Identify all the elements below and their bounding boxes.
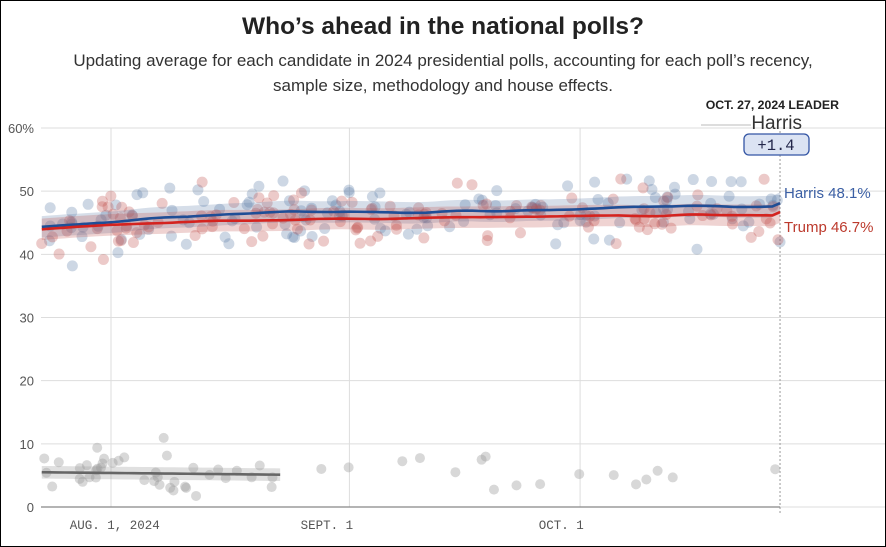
svg-text:Trump 46.7%: Trump 46.7% xyxy=(784,219,873,236)
svg-text:Harris 48.1%: Harris 48.1% xyxy=(784,185,871,202)
svg-text:SEPT. 1: SEPT. 1 xyxy=(301,519,354,533)
svg-text:0: 0 xyxy=(27,500,34,515)
svg-text:Harris: Harris xyxy=(751,113,802,134)
svg-text:50: 50 xyxy=(20,184,34,199)
svg-text:40: 40 xyxy=(20,247,34,262)
svg-text:AUG. 1, 2024: AUG. 1, 2024 xyxy=(70,519,160,533)
svg-text:OCT. 1: OCT. 1 xyxy=(539,519,584,533)
svg-text:OCT. 27, 2024 LEADER: OCT. 27, 2024 LEADER xyxy=(706,98,839,112)
svg-text:+1.4: +1.4 xyxy=(757,137,794,155)
svg-text:30: 30 xyxy=(20,311,34,326)
svg-text:20: 20 xyxy=(20,374,34,389)
svg-text:10: 10 xyxy=(20,437,34,452)
svg-text:60%: 60% xyxy=(8,121,34,136)
